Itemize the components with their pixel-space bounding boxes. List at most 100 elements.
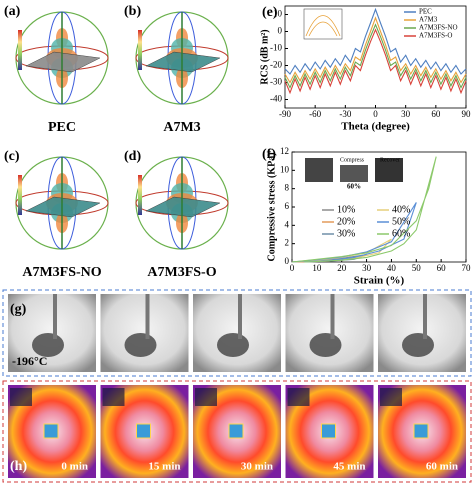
x-tick-label: 50 bbox=[412, 263, 422, 273]
inset-photo bbox=[340, 165, 368, 182]
readout bbox=[102, 388, 125, 406]
x-tick-label: -90 bbox=[279, 109, 291, 119]
readout bbox=[287, 388, 310, 406]
y-tick-label: 2 bbox=[285, 238, 290, 248]
photo-frame bbox=[2, 289, 472, 377]
x-tick-label: -60 bbox=[309, 109, 321, 119]
series-line bbox=[284, 28, 467, 95]
tweezers bbox=[53, 294, 57, 339]
panel-label: A7M3FS-NO bbox=[22, 265, 101, 280]
photo bbox=[8, 294, 96, 372]
time-label: 45 min bbox=[333, 461, 365, 473]
y-tick-label: 0 bbox=[278, 26, 283, 36]
charts: (e)(f)-90 -60 -30 0 30 60 90-40-30-20-10010The… bbox=[259, 5, 471, 286]
plate bbox=[25, 196, 101, 218]
colorbar bbox=[138, 175, 142, 215]
y-tick-label: 10 bbox=[280, 164, 290, 174]
photo bbox=[285, 294, 374, 372]
inset-label: 60% bbox=[347, 183, 361, 191]
legend-label: 10% bbox=[337, 204, 355, 215]
x-tick-label: 70 bbox=[462, 263, 472, 273]
series-line bbox=[284, 16, 467, 84]
legend-label: 60% bbox=[392, 228, 410, 239]
sample-box bbox=[228, 423, 244, 439]
time-label: 60 min bbox=[426, 461, 458, 473]
sample-box bbox=[136, 423, 151, 439]
series-line bbox=[291, 156, 437, 263]
y-tick-label: -20 bbox=[270, 60, 282, 70]
x-tick-label: 0 bbox=[373, 109, 378, 119]
x-axis-label: Theta (degree) bbox=[341, 121, 410, 133]
legend-label: A7M3FS-O bbox=[419, 32, 452, 40]
inset-label: Compress bbox=[340, 157, 365, 163]
y-axis-label: RCS (dB m²) bbox=[259, 29, 270, 84]
readout bbox=[10, 388, 32, 406]
tweezers bbox=[423, 294, 427, 339]
simulation-panels: (a) PEC (b) A7M3 (c) A7M3FS-NO (d) A7M3FS-O bbox=[4, 4, 229, 280]
tweezers bbox=[145, 294, 150, 339]
photo bbox=[193, 294, 281, 372]
inset-photo bbox=[305, 158, 333, 182]
y-tick-label: -10 bbox=[270, 43, 282, 53]
thermal-row: 0 min 15 min 30 min 45 min 60 min (h) bbox=[8, 385, 466, 478]
panel-label: A7M3 bbox=[163, 120, 200, 135]
readout bbox=[195, 388, 217, 406]
panel-letter: (g) bbox=[10, 302, 27, 317]
sample bbox=[402, 333, 434, 357]
y-tick-label: 6 bbox=[285, 201, 290, 211]
thermal-frame bbox=[2, 380, 472, 483]
y-tick-label: 4 bbox=[285, 219, 290, 229]
panel-letter: (h) bbox=[10, 459, 27, 474]
x-tick-label: 60 bbox=[437, 263, 447, 273]
readout bbox=[380, 388, 402, 406]
legend-label: 50% bbox=[392, 216, 410, 227]
panel-letter: (e) bbox=[262, 5, 278, 20]
tweezers bbox=[330, 294, 335, 339]
panel-letter: (c) bbox=[4, 149, 20, 164]
x-tick-label: 30 bbox=[401, 109, 411, 119]
temperature-label: -196°C bbox=[12, 354, 47, 368]
x-tick-label: 0 bbox=[290, 263, 295, 273]
y-tick-label: -40 bbox=[270, 94, 282, 104]
photo-row: (g) -196°C bbox=[8, 294, 466, 372]
y-tick-label: 10 bbox=[273, 9, 283, 19]
panel-letter: (b) bbox=[124, 4, 141, 19]
plate bbox=[145, 196, 221, 218]
colorbar bbox=[18, 30, 22, 70]
panel-letter: (a) bbox=[4, 4, 21, 19]
plate bbox=[25, 51, 101, 73]
x-tick-label: 40 bbox=[387, 263, 397, 273]
panel-letter: (f) bbox=[262, 147, 276, 162]
panel-letter: (d) bbox=[124, 149, 141, 164]
photo bbox=[378, 294, 466, 372]
legend-label: A7M3FS-NO bbox=[419, 24, 458, 32]
inset-photo bbox=[375, 158, 403, 182]
y-tick-label: 8 bbox=[285, 183, 290, 193]
sample-box bbox=[413, 423, 429, 439]
colorbar bbox=[138, 30, 142, 70]
x-tick-label: 90 bbox=[462, 109, 472, 119]
x-tick-label: 20 bbox=[337, 263, 347, 273]
panel-label: A7M3FS-O bbox=[147, 265, 216, 280]
plate bbox=[145, 51, 221, 73]
legend-label: PEC bbox=[419, 8, 432, 16]
photo bbox=[100, 294, 189, 372]
time-label: 0 min bbox=[61, 461, 88, 473]
y-axis-label: Compressive stress (KPa) bbox=[266, 152, 277, 261]
x-tick-label: -30 bbox=[339, 109, 351, 119]
sample-box bbox=[321, 423, 336, 439]
x-tick-label: 10 bbox=[312, 263, 322, 273]
time-label: 30 min bbox=[241, 461, 273, 473]
tweezers bbox=[238, 294, 242, 339]
legend-label: 40% bbox=[392, 204, 410, 215]
y-tick-label: 0 bbox=[285, 256, 290, 266]
inset-label: Recover bbox=[380, 157, 400, 163]
sample-box bbox=[43, 423, 59, 439]
legend-label: 20% bbox=[337, 216, 355, 227]
inset-curves bbox=[305, 15, 341, 37]
series-line bbox=[284, 7, 467, 75]
x-tick-label: 30 bbox=[362, 263, 372, 273]
legend-label: A7M3 bbox=[419, 16, 438, 24]
sample bbox=[309, 333, 342, 357]
